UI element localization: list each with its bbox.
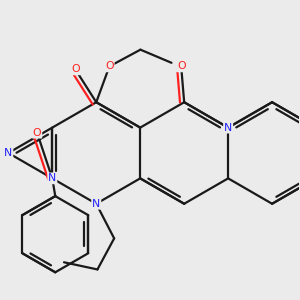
Text: N: N xyxy=(224,123,232,133)
Text: O: O xyxy=(177,61,185,71)
Text: N: N xyxy=(4,148,12,158)
Text: N: N xyxy=(48,173,56,183)
Text: O: O xyxy=(105,61,114,71)
Text: N: N xyxy=(92,199,100,209)
Text: O: O xyxy=(33,128,41,138)
Text: O: O xyxy=(71,64,80,74)
